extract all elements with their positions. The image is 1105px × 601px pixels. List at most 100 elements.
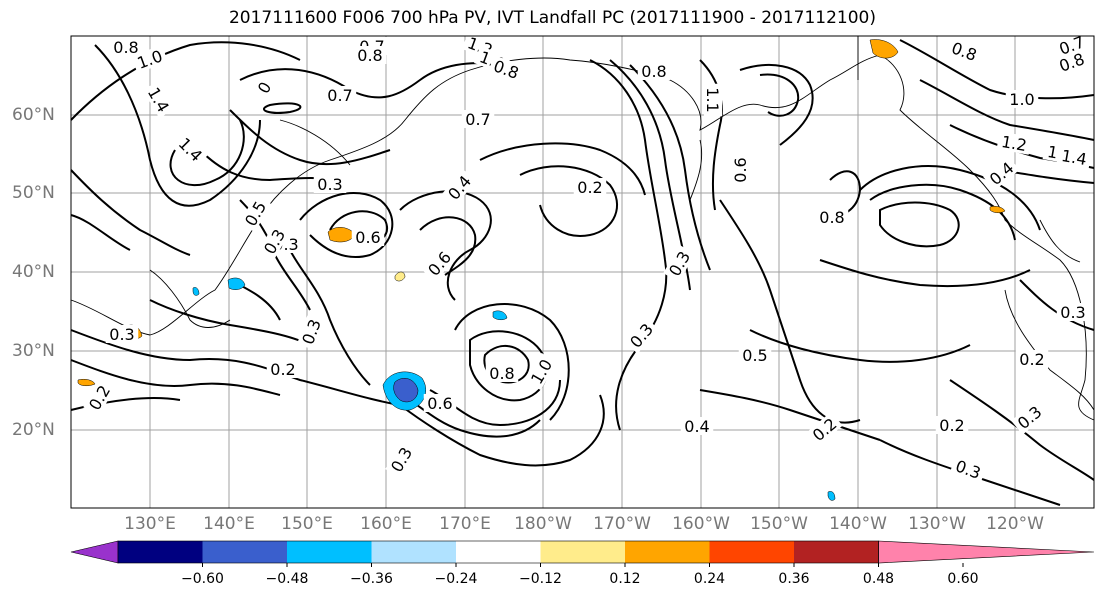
contour-label-bg	[704, 83, 722, 117]
latitude-label: 60°N	[12, 105, 55, 125]
map-title: 2017111600 F006 700 hPa PV, IVT Landfall…	[228, 8, 876, 28]
contour-label-bg	[385, 440, 418, 479]
contour-label-bg	[983, 155, 1020, 191]
colorbar-segment	[202, 541, 287, 563]
contour-label: 0.6	[731, 157, 750, 182]
contour-label-bg	[323, 86, 357, 104]
contour-label-bg	[313, 175, 347, 193]
contour-label-bg	[815, 208, 849, 226]
colorbar-segment	[709, 541, 794, 563]
contour-label-bg	[935, 416, 969, 434]
longitude-label: 160°W	[672, 514, 730, 534]
contour-label-bg	[1056, 145, 1092, 169]
contour-label-bg	[131, 45, 169, 74]
colorbar-segment	[625, 541, 710, 563]
contour-label: 0.6	[355, 228, 380, 247]
longitude-label: 150°W	[750, 514, 808, 534]
contour-label-bg	[1053, 31, 1091, 60]
ivt-shading	[77, 39, 1006, 501]
longitude-label: 160°E	[360, 514, 412, 534]
contour-label: 0.3	[1060, 303, 1085, 322]
colorbar-segment	[287, 541, 372, 563]
contour-label-bg	[258, 222, 291, 261]
contour-label: 1.2	[1000, 132, 1028, 155]
contour-label: 0.7	[465, 110, 490, 129]
contour-label-bg	[297, 313, 326, 351]
contour-label-bg	[252, 77, 276, 98]
contour-label-bg	[441, 169, 477, 206]
colorbar	[70, 540, 1095, 567]
colorbar-segment	[456, 541, 541, 563]
contour-label: 0.2	[577, 178, 602, 197]
colorbar-segment	[540, 541, 625, 563]
contour-label-bg	[996, 131, 1032, 155]
contour-label: 1.4	[1060, 146, 1088, 169]
latitude-label: 40°N	[12, 262, 55, 282]
contour-label-bg	[351, 228, 385, 246]
colorbar-segment	[794, 541, 879, 563]
colorbar-tick-label: 0.48	[862, 571, 895, 587]
contour-label: 0.3	[317, 175, 342, 194]
contour-label-bg	[731, 153, 749, 187]
longitude-label: 180°W	[514, 514, 572, 534]
longitude-label: 170°W	[593, 514, 651, 534]
longitude-label: 170°E	[439, 514, 491, 534]
contour-label: 0.7	[327, 86, 352, 105]
contour-label-bg	[573, 178, 607, 196]
longitude-label: 140°E	[203, 514, 255, 534]
contour-label: 0.8	[113, 38, 138, 57]
colorbar-tick-label: 0.24	[693, 571, 726, 587]
contour-label-bg	[487, 55, 525, 84]
contour-label: 1.1	[703, 87, 722, 112]
contour-label-bg	[623, 317, 659, 354]
contour-label-bg	[1011, 399, 1048, 435]
latitude-label: 50°N	[12, 183, 55, 203]
colorbar-outline	[117, 540, 879, 564]
contour-label-bg	[738, 346, 772, 364]
contour-label: 0.5	[742, 346, 767, 365]
contour-label: 0.8	[357, 46, 382, 65]
contour-label-bg	[949, 455, 987, 484]
contour-label: 0.8	[489, 364, 514, 383]
colorbar-tick-label: −0.60	[181, 571, 224, 587]
contour-label: 0.2	[270, 360, 295, 379]
contour-label-bg	[239, 194, 272, 233]
contour-label: 0.2	[1019, 350, 1044, 369]
latitude-label: 20°N	[12, 420, 55, 440]
contour-label-bg	[1015, 350, 1049, 368]
colorbar-tick-label: −0.48	[265, 571, 309, 587]
contour-label: 0.3	[109, 325, 134, 344]
latitude-label: 30°N	[12, 341, 55, 361]
contour-label-bg	[1056, 303, 1090, 321]
colorbar-tick-label: −0.12	[519, 571, 562, 587]
longitude-label: 130°E	[124, 514, 176, 534]
contour-label-bg	[461, 110, 495, 128]
contour-label-bg	[663, 244, 696, 283]
colorbar-segment	[371, 541, 456, 563]
colorbar-tick-label: −0.36	[350, 571, 393, 587]
contour-label: 0.8	[819, 208, 844, 227]
longitude-label: 150°E	[281, 514, 333, 534]
contour-label-bg	[806, 411, 843, 447]
contour-label-bg	[525, 352, 558, 391]
contour-label-bg	[105, 325, 139, 343]
longitude-label: 130°W	[908, 514, 966, 534]
colorbar-extend-min	[70, 540, 119, 564]
contour-label-bg	[680, 417, 714, 435]
contour-labels: 0.81.01.41.40.70.81.21.00.80.80.80.70.81…	[83, 31, 1092, 484]
contour-label: 0.2	[939, 416, 964, 435]
colorbar-extend-max	[878, 540, 1095, 564]
longitude-label: 120°W	[986, 514, 1044, 534]
contour-label-bg	[172, 131, 209, 168]
contour-label-bg	[1053, 48, 1091, 77]
contour-label-bg	[423, 394, 457, 412]
contour-label: 0.8	[641, 62, 666, 81]
contour-label-bg	[945, 37, 983, 66]
contour-label-bg	[109, 38, 143, 56]
colorbar-tick-label: 0.36	[778, 571, 810, 587]
colorbar-segment	[118, 541, 203, 563]
contour-label-bg	[266, 360, 300, 378]
contour-label-bg	[1005, 90, 1039, 108]
colorbar-tick-label: 0.60	[947, 571, 979, 587]
